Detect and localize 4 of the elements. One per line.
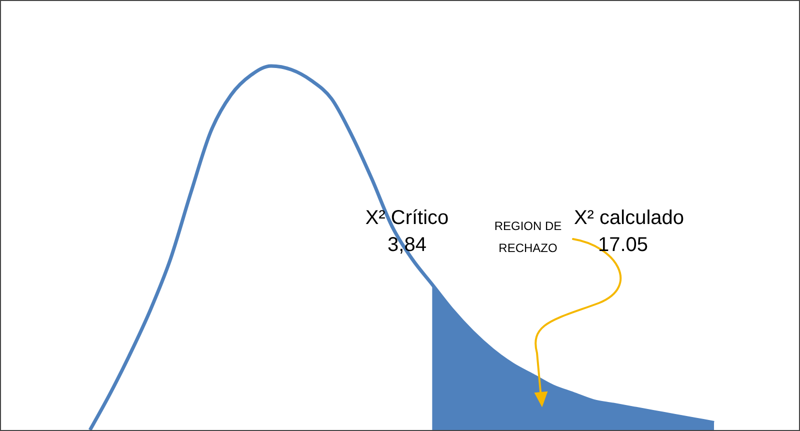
annotation: REGION DE RECHAZO [493, 218, 563, 257]
annotation: X² Crítico [364, 207, 450, 230]
annotation: 17.05 [596, 234, 650, 257]
annotation: X² calculado [574, 207, 684, 229]
